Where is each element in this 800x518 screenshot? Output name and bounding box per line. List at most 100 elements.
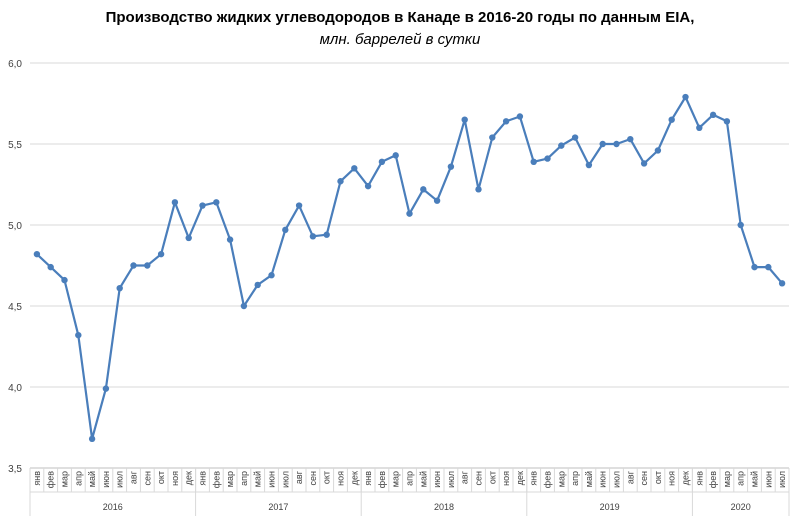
data-point [102, 385, 110, 392]
year-label: 2016 [103, 502, 123, 512]
x-tick-label: мар [722, 471, 732, 487]
x-tick-label: янв [363, 471, 373, 486]
x-tick-label: июл [612, 471, 622, 488]
year-label: 2020 [731, 502, 751, 512]
x-tick-label: фев [46, 471, 56, 488]
x-tick-label: сен [474, 471, 484, 486]
data-point [61, 276, 68, 284]
data-point [502, 118, 510, 125]
x-tick-label: сен [142, 471, 152, 486]
y-axis-ticks: 3,5 4,0 4,5 5,0 5,5 6,0 [8, 59, 22, 475]
data-point [765, 263, 772, 271]
x-tick-label: окт [487, 471, 497, 484]
x-tick-label: июл [446, 471, 456, 488]
chart-title: Производство жидких углеводородов в Кана… [105, 9, 695, 26]
x-tick-label: мар [225, 471, 235, 487]
data-point [530, 158, 537, 166]
x-axis-ticks: янв фев мар апр май июн июл авг сен окт ноя дек янв ф… [32, 470, 787, 512]
data-point [599, 140, 606, 148]
data-point [392, 152, 399, 159]
y-tick-label: 6,0 [8, 59, 22, 70]
x-tick-label: окт [653, 471, 663, 484]
x-tick-label: фев [543, 471, 553, 488]
data-series [33, 93, 786, 443]
year-label: 2019 [600, 502, 620, 512]
data-point [558, 142, 565, 149]
x-tick-label: мар [60, 471, 70, 487]
y-tick-label: 4,0 [8, 383, 22, 394]
data-point [378, 158, 386, 166]
data-point [433, 197, 441, 204]
data-point [185, 234, 192, 242]
data-point [516, 113, 524, 120]
year-label: 2017 [268, 502, 288, 512]
data-point [571, 134, 579, 141]
data-point [475, 186, 482, 193]
data-point [88, 435, 96, 443]
data-point [364, 182, 372, 190]
x-tick-label: июл [280, 471, 290, 488]
x-tick-label: апр [570, 471, 580, 486]
x-tick-label: апр [239, 471, 249, 486]
data-point [640, 160, 648, 167]
x-tick-label: фев [211, 471, 221, 488]
x-tick-label: сен [308, 471, 318, 486]
x-tick-label: май [584, 471, 594, 487]
y-tick-label: 4,5 [8, 302, 22, 313]
data-point [116, 284, 123, 292]
data-point [240, 302, 248, 310]
data-point [682, 93, 689, 101]
x-tick-label: июн [763, 471, 773, 488]
x-tick-label: авг [460, 470, 470, 484]
data-point [226, 236, 234, 243]
data-point [213, 199, 220, 206]
x-tick-label: дек [349, 471, 359, 485]
x-tick-label: июл [777, 471, 787, 488]
data-point [751, 263, 758, 271]
x-tick-label: дек [515, 471, 525, 485]
x-tick-label: янв [198, 471, 208, 486]
x-tick-label: май [750, 471, 760, 487]
axes [29, 467, 790, 516]
data-point [323, 231, 330, 238]
x-tick-label: апр [405, 471, 415, 486]
data-point [737, 221, 744, 229]
chart-subtitle: млн. баррелей в сутки [319, 31, 481, 48]
x-tick-label: мар [556, 471, 566, 487]
x-tick-label: май [87, 471, 97, 487]
data-point [75, 331, 82, 339]
data-point [723, 118, 731, 125]
x-tick-label: ноя [667, 471, 677, 486]
data-point [144, 262, 151, 269]
x-tick-label: июл [115, 471, 125, 488]
data-point [337, 178, 344, 185]
x-tick-label: ноя [170, 471, 180, 486]
y-tick-label: 5,0 [8, 221, 22, 232]
data-point [171, 199, 179, 206]
x-tick-label: дек [184, 471, 194, 485]
data-point [295, 202, 303, 209]
x-tick-label: дек [681, 471, 691, 485]
x-tick-label: апр [73, 471, 83, 486]
x-tick-label: янв [529, 471, 539, 486]
x-tick-label: май [418, 471, 428, 487]
data-point [157, 250, 165, 258]
data-point [351, 165, 358, 172]
data-point [709, 111, 717, 119]
x-tick-label: янв [694, 471, 704, 486]
x-tick-label: янв [32, 471, 42, 486]
x-tick-label: фев [708, 471, 718, 488]
data-point [696, 124, 703, 131]
data-point [47, 263, 54, 271]
data-point [544, 155, 551, 162]
x-tick-label: ноя [336, 471, 346, 486]
data-point [33, 250, 41, 258]
x-tick-label: окт [156, 471, 166, 484]
data-point [406, 210, 413, 217]
data-point [668, 116, 675, 123]
x-tick-label: авг [294, 470, 304, 484]
year-label: 2018 [434, 502, 454, 512]
data-point [254, 281, 261, 289]
